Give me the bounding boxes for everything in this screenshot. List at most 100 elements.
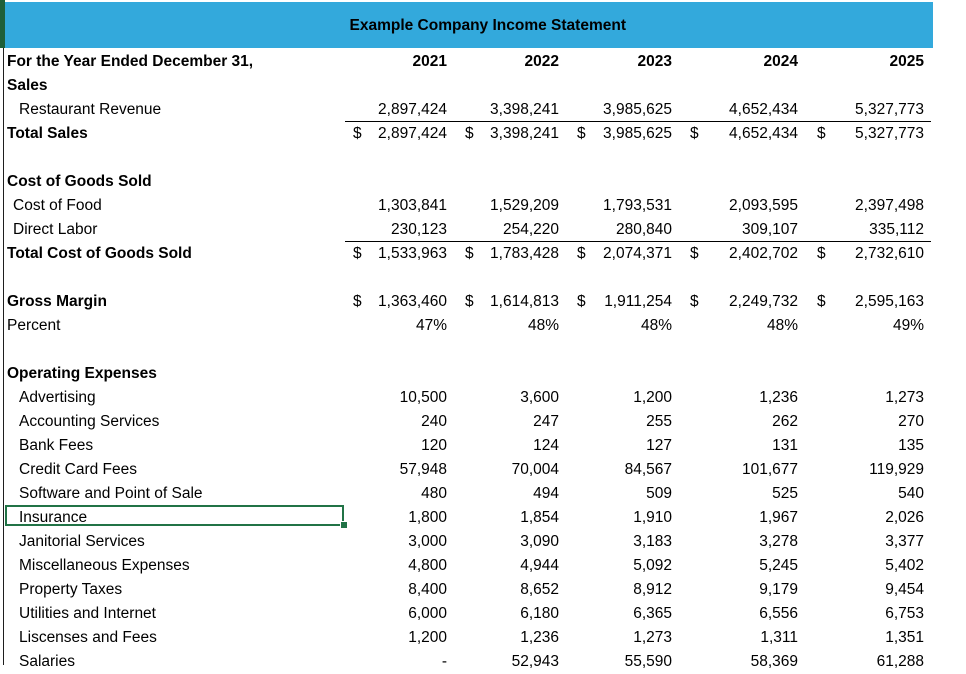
opex-item-value[interactable]: 55,590: [624, 653, 672, 670]
selected-cell[interactable]: [5, 505, 344, 526]
total-cogs-2024[interactable]: 2,402,702: [729, 245, 798, 262]
opex-item-label[interactable]: Bank Fees: [19, 437, 94, 454]
opex-item-value[interactable]: 1,236: [520, 629, 559, 646]
total-sales-2021[interactable]: 2,897,424: [378, 125, 447, 142]
opex-item-label[interactable]: Salaries: [19, 653, 75, 670]
opex-item-value[interactable]: 1,236: [759, 389, 798, 406]
gross-2022[interactable]: 1,614,813: [490, 293, 559, 310]
total-sales-2025[interactable]: 5,327,773: [855, 125, 924, 142]
opex-item-value[interactable]: 540: [898, 485, 924, 502]
food-2024[interactable]: 2,093,595: [729, 197, 798, 214]
opex-item-value[interactable]: 5,245: [759, 557, 798, 574]
fill-handle[interactable]: [340, 521, 348, 529]
opex-item-value[interactable]: 119,929: [869, 461, 924, 478]
opex-item-value[interactable]: 8,912: [633, 581, 672, 598]
opex-item-label[interactable]: Janitorial Services: [19, 533, 145, 550]
opex-item-value[interactable]: 270: [898, 413, 924, 430]
opex-item-value[interactable]: 525: [772, 485, 798, 502]
gross-2021[interactable]: 1,363,460: [378, 293, 447, 310]
year-2022[interactable]: 2022: [524, 53, 559, 70]
opex-item-value[interactable]: 255: [646, 413, 672, 430]
opex-item-value[interactable]: 52,943: [511, 653, 559, 670]
opex-item-value[interactable]: 6,556: [759, 605, 798, 622]
opex-item-value[interactable]: 3,600: [520, 389, 559, 406]
opex-section-label[interactable]: Operating Expenses: [7, 365, 157, 382]
gross-2023[interactable]: 1,911,254: [604, 293, 672, 310]
opex-item-value[interactable]: 8,400: [408, 581, 447, 598]
sales-section-label[interactable]: Sales: [7, 77, 48, 94]
revenue-2022[interactable]: 3,398,241: [490, 101, 559, 118]
total-cogs-2023[interactable]: 2,074,371: [603, 245, 672, 262]
opex-item-value[interactable]: 1,273: [885, 389, 924, 406]
total-cogs-label[interactable]: Total Cost of Goods Sold: [7, 245, 192, 262]
opex-item-value[interactable]: 1,910: [633, 509, 672, 526]
opex-item-value[interactable]: 3,278: [759, 533, 798, 550]
opex-item-label[interactable]: Property Taxes: [19, 581, 123, 598]
opex-item-value[interactable]: 509: [646, 485, 672, 502]
total-cogs-2021[interactable]: 1,533,963: [378, 245, 447, 262]
opex-item-value[interactable]: 4,800: [408, 557, 447, 574]
labor-2022[interactable]: 254,220: [502, 221, 559, 238]
opex-item-value[interactable]: 61,288: [876, 653, 924, 670]
opex-item-label[interactable]: Accounting Services: [19, 413, 160, 430]
opex-item-value[interactable]: 58,369: [750, 653, 798, 670]
total-sales-2024[interactable]: 4,652,434: [729, 125, 798, 142]
opex-item-value[interactable]: 6,000: [408, 605, 447, 622]
opex-item-value[interactable]: 135: [898, 437, 924, 454]
revenue-2021[interactable]: 2,897,424: [378, 101, 447, 118]
opex-item-label[interactable]: Miscellaneous Expenses: [19, 557, 190, 574]
opex-item-value[interactable]: 3,000: [408, 533, 447, 550]
opex-item-value[interactable]: 4,944: [520, 557, 559, 574]
labor-2024[interactable]: 309,107: [741, 221, 798, 238]
year-2025[interactable]: 2025: [889, 53, 924, 70]
opex-item-label[interactable]: Advertising: [19, 389, 96, 406]
opex-item-value[interactable]: 5,402: [885, 557, 924, 574]
food-2023[interactable]: 1,793,531: [603, 197, 672, 214]
revenue-2023[interactable]: 3,985,625: [603, 101, 672, 118]
percent-2023[interactable]: 48%: [640, 317, 672, 334]
opex-item-value[interactable]: 2,026: [885, 509, 924, 526]
labor-2023[interactable]: 280,840: [615, 221, 672, 238]
percent-2025[interactable]: 49%: [892, 317, 924, 334]
cogs-section-label[interactable]: Cost of Goods Sold: [7, 173, 152, 190]
opex-item-value[interactable]: 84,567: [624, 461, 672, 478]
opex-item-value[interactable]: 3,183: [633, 533, 672, 550]
percent-2024[interactable]: 48%: [766, 317, 798, 334]
opex-item-value[interactable]: 247: [533, 413, 559, 430]
total-cogs-2025[interactable]: 2,732,610: [855, 245, 924, 262]
opex-item-value[interactable]: 494: [533, 485, 559, 502]
gross-2025[interactable]: 2,595,163: [855, 293, 924, 310]
opex-item-value[interactable]: 120: [421, 437, 447, 454]
opex-item-value[interactable]: 1,200: [408, 629, 447, 646]
total-sales-2022[interactable]: 3,398,241: [490, 125, 559, 142]
opex-item-value[interactable]: 480: [421, 485, 447, 502]
opex-item-value[interactable]: 1,200: [633, 389, 672, 406]
food-2025[interactable]: 2,397,498: [855, 197, 924, 214]
opex-item-label[interactable]: Liscenses and Fees: [19, 629, 157, 646]
opex-item-label[interactable]: Credit Card Fees: [19, 461, 138, 478]
opex-item-value[interactable]: 57,948: [399, 461, 447, 478]
opex-item-value[interactable]: 240: [421, 413, 447, 430]
year-2024[interactable]: 2024: [763, 53, 798, 70]
opex-item-label[interactable]: Utilities and Internet: [19, 605, 156, 622]
period-label[interactable]: For the Year Ended December 31,: [7, 53, 254, 70]
labor-2021[interactable]: 230,123: [390, 221, 447, 238]
opex-item-value[interactable]: 10,500: [399, 389, 447, 406]
gross-margin-label[interactable]: Gross Margin: [7, 293, 107, 310]
opex-item-value[interactable]: 9,454: [885, 581, 924, 598]
food-2021[interactable]: 1,303,841: [378, 197, 447, 214]
opex-item-value[interactable]: 131: [772, 437, 798, 454]
statement-title[interactable]: Example Company Income Statement: [349, 17, 627, 34]
opex-item-value[interactable]: 1,351: [885, 629, 924, 646]
labor-2025[interactable]: 335,112: [869, 221, 924, 238]
percent-label[interactable]: Percent: [7, 317, 61, 334]
opex-item-value[interactable]: 1,311: [760, 629, 798, 646]
opex-item-value[interactable]: 3,090: [520, 533, 559, 550]
opex-item-value[interactable]: -: [441, 653, 447, 670]
gross-2024[interactable]: 2,249,732: [729, 293, 798, 310]
opex-item-value[interactable]: 101,677: [741, 461, 798, 478]
revenue-2025[interactable]: 5,327,773: [855, 101, 924, 118]
opex-item-value[interactable]: 3,377: [885, 533, 924, 550]
opex-item-value[interactable]: 262: [772, 413, 798, 430]
